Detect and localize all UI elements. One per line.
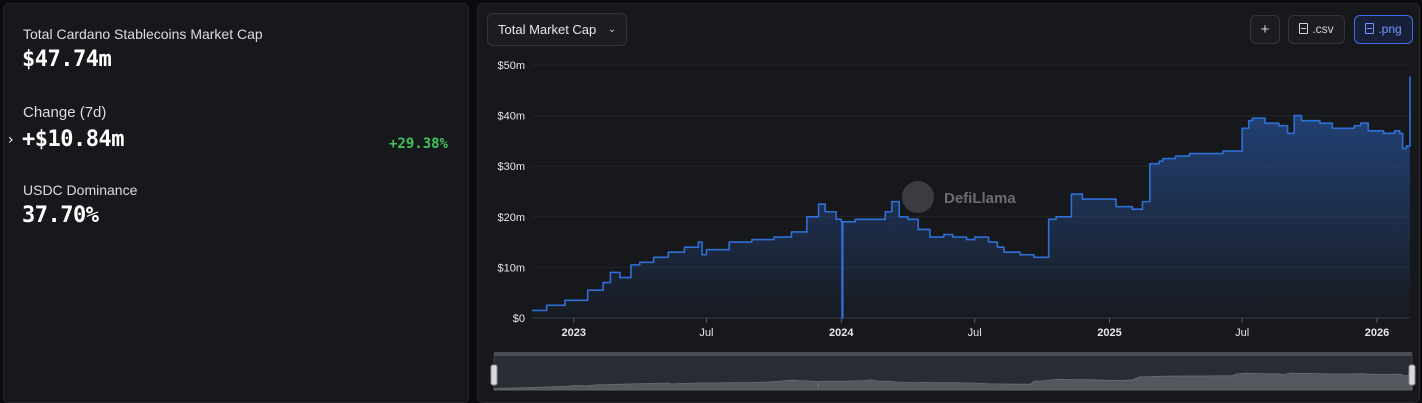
- market-cap-chart: DefiLlama $0 $10m $20m $30m $40m $50m 2023 Jul 2…: [490, 60, 1416, 391]
- x-tick-label: Jul: [1235, 327, 1249, 339]
- x-tick-label: 2026: [1365, 327, 1389, 339]
- market-cap-label: Total Cardano Stablecoins Market Cap: [23, 26, 263, 42]
- file-icon: [1299, 23, 1309, 34]
- csv-label: .csv: [1312, 22, 1334, 36]
- brush-selection-bar: [494, 352, 1412, 356]
- y-tick-label: $10m: [497, 262, 525, 274]
- change-value: +$10.84m: [22, 127, 124, 152]
- range-brush[interactable]: [490, 352, 1416, 391]
- brush-handle-left: [490, 364, 498, 386]
- y-tick-label: $0: [513, 313, 525, 325]
- chart-panel: Total Market Cap ⌄ + .csv .png DefiLlama…: [477, 3, 1420, 403]
- change-label: Change (7d): [23, 104, 107, 121]
- plus-icon: +: [1260, 21, 1270, 38]
- x-tick-label: Jul: [968, 327, 982, 339]
- y-tick-label: $40m: [497, 111, 525, 123]
- llama-logo-icon: [902, 181, 934, 213]
- metric-dropdown[interactable]: Total Market Cap ⌄: [487, 13, 628, 46]
- series-area: [532, 76, 1410, 318]
- add-button[interactable]: +: [1250, 15, 1280, 44]
- x-tick-label: 2023: [562, 327, 586, 339]
- watermark-text: DefiLlama: [944, 190, 1016, 207]
- series-line: [532, 76, 1411, 319]
- png-label: .png: [1378, 22, 1402, 36]
- y-tick-label: $50m: [497, 60, 525, 72]
- dominance-value: 37.70%: [22, 203, 99, 228]
- y-tick-label: $30m: [497, 161, 525, 173]
- y-tick-label: $20m: [497, 212, 525, 224]
- stats-panel: Total Cardano Stablecoins Market Cap $47…: [3, 3, 469, 403]
- x-tick-label: 2024: [829, 327, 854, 339]
- defillama-watermark: DefiLlama: [902, 181, 1016, 213]
- chevron-right-icon[interactable]: ›: [8, 132, 14, 148]
- brush-minimap: [493, 368, 1413, 391]
- dominance-label: USDC Dominance: [23, 182, 138, 198]
- x-tick-label: Jul: [699, 327, 713, 339]
- metric-dropdown-label: Total Market Cap: [498, 22, 597, 37]
- market-cap-value: $47.74m: [22, 47, 112, 72]
- x-tick-label: 2025: [1097, 327, 1121, 339]
- csv-download-button[interactable]: .csv: [1288, 15, 1345, 44]
- chevron-down-icon: ⌄: [607, 24, 617, 35]
- brush-handle-right: [1408, 364, 1416, 386]
- png-download-button[interactable]: .png: [1354, 15, 1413, 44]
- change-percent: +29.38%: [388, 136, 448, 152]
- file-image-icon: [1365, 23, 1375, 34]
